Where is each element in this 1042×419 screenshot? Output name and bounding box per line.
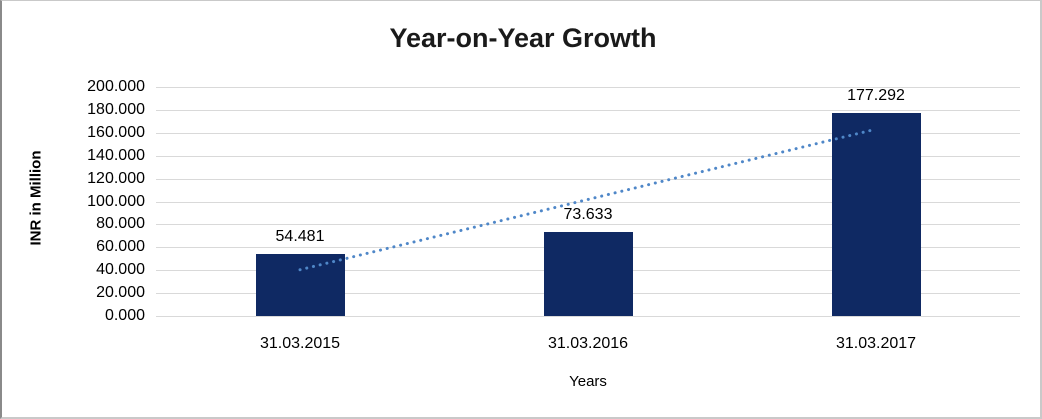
y-tick-label: 200.000 (87, 78, 145, 95)
y-tick-label: 160.000 (87, 123, 145, 141)
x-axis-title: Years (569, 373, 607, 390)
gridline (156, 155, 1020, 157)
gridline (156, 132, 1020, 134)
data-label: 73.633 (563, 205, 613, 223)
y-tick-label: 20.000 (96, 284, 145, 302)
bar (543, 231, 633, 316)
gridline (156, 87, 1020, 88)
y-tick-label: 80.000 (96, 215, 145, 233)
data-label: 54.481 (275, 227, 325, 245)
y-tick-label: 120.000 (87, 169, 145, 187)
category-label: 31.03.2017 (835, 335, 917, 352)
chart-title: Year-on-Year Growth (389, 23, 657, 53)
y-tick-label: 140.000 (87, 146, 145, 164)
category-label: 31.03.2016 (547, 335, 629, 352)
bar (831, 113, 921, 316)
y-tick-label: 60.000 (96, 238, 145, 256)
data-label: 177.292 (847, 87, 905, 105)
gridline (156, 224, 1020, 226)
plot-area: 54.481 73.633 177.292 31.03.2015 31.03.2016… (156, 87, 1020, 352)
y-tick-label: 100.000 (87, 192, 145, 210)
gridline (156, 109, 1020, 111)
gridline (156, 178, 1020, 180)
bar (255, 253, 345, 316)
trendline (298, 127, 878, 272)
gridline (156, 316, 1020, 317)
gridline (156, 201, 1020, 203)
trendline-path (298, 127, 878, 272)
y-tick-label: 40.000 (96, 261, 145, 279)
category-label: 31.03.2015 (259, 335, 341, 352)
y-tick-label: 180.000 (87, 100, 145, 118)
y-tick-label: 0.000 (104, 307, 145, 324)
